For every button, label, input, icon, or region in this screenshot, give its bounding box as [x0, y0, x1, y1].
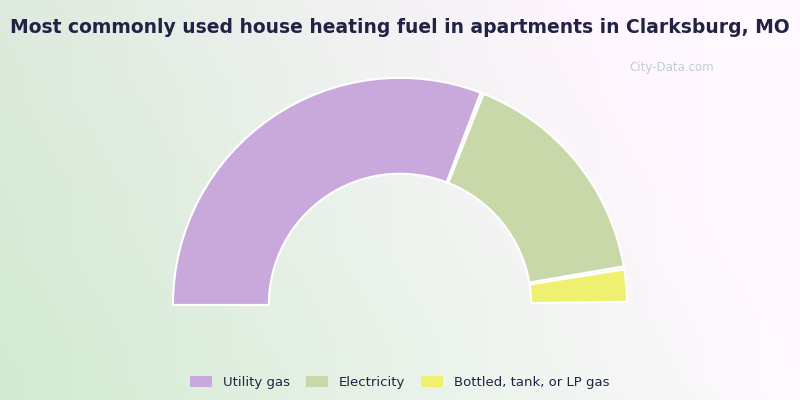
- Text: City-Data.com: City-Data.com: [630, 62, 714, 74]
- Wedge shape: [173, 78, 481, 305]
- Text: Most commonly used house heating fuel in apartments in Clarksburg, MO: Most commonly used house heating fuel in…: [10, 18, 790, 37]
- Wedge shape: [530, 270, 627, 303]
- Wedge shape: [448, 94, 624, 282]
- Legend: Utility gas, Electricity, Bottled, tank, or LP gas: Utility gas, Electricity, Bottled, tank,…: [186, 372, 614, 394]
